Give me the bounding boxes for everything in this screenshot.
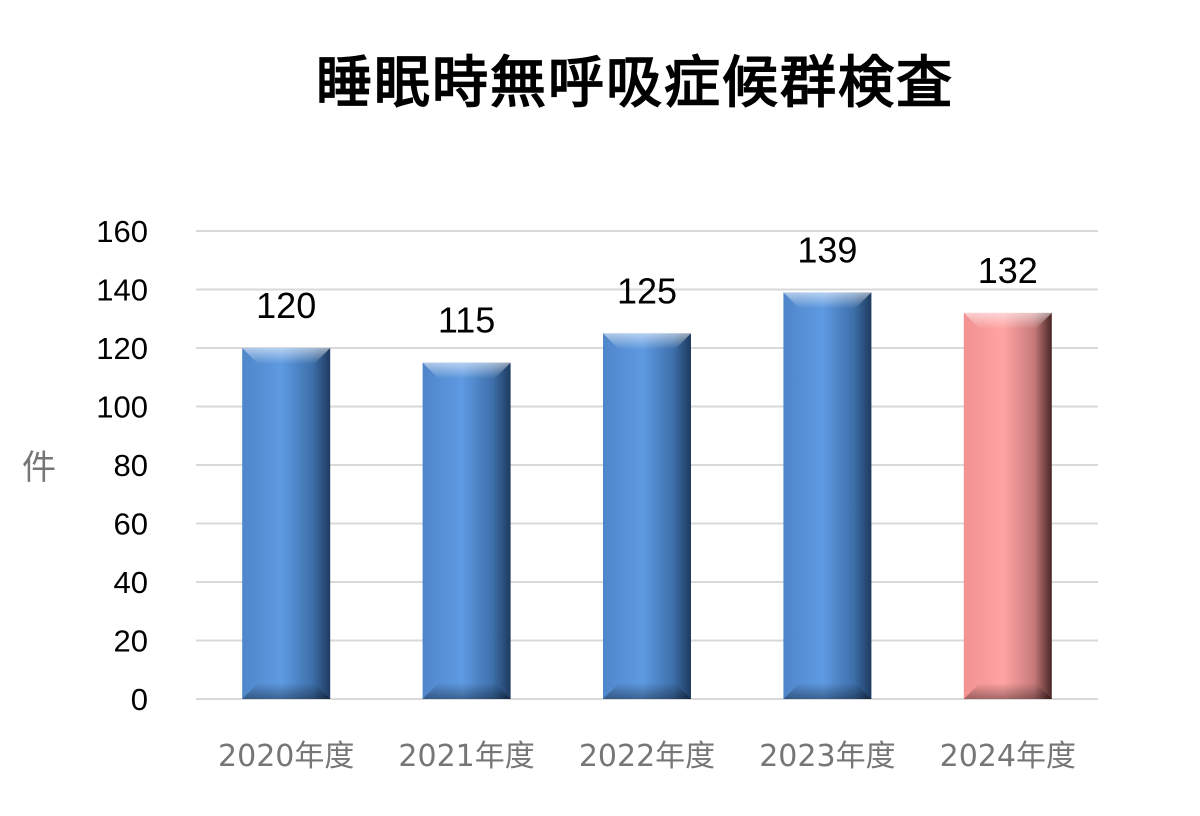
y-tick-label: 40 (114, 565, 148, 600)
bar-body (422, 362, 511, 699)
data-label: 132 (978, 250, 1038, 291)
chart-title: 睡眠時無呼吸症候群検査 (316, 51, 954, 116)
x-axis-categories: 2020年度 2021年度 2022年度 2023年度 2024年度 (218, 739, 1076, 774)
bar-bevel-bottom (963, 683, 1052, 699)
bar-body (783, 292, 872, 699)
y-tick-label: 80 (114, 448, 148, 483)
y-tick-label: 120 (96, 331, 148, 366)
bar-bevel-bottom (422, 683, 511, 699)
bar-body (603, 333, 691, 699)
bar-bevel-top (603, 333, 691, 350)
bar-bevel-top (963, 312, 1052, 329)
bar (242, 348, 331, 699)
data-label: 115 (438, 300, 495, 341)
bar-body (963, 312, 1052, 699)
bar (963, 312, 1052, 699)
bars (242, 292, 1052, 699)
data-label: 125 (617, 270, 677, 311)
y-axis-ticks: 0 20 40 60 80 100 120 140 160 (96, 214, 148, 717)
data-labels: 120 115 125 139 132 (256, 229, 1038, 340)
x-category-label: 2022年度 (579, 739, 715, 774)
bar (603, 333, 691, 699)
bar-bevel-bottom (242, 683, 331, 699)
x-category-label: 2021年度 (398, 739, 534, 774)
data-label: 120 (256, 285, 316, 326)
bar-bevel-top (783, 292, 872, 309)
y-tick-label: 160 (96, 214, 148, 249)
x-category-label: 2023年度 (759, 739, 895, 774)
x-category-label: 2024年度 (940, 739, 1076, 774)
y-axis-title: 件 (22, 448, 56, 488)
y-tick-label: 0 (131, 682, 148, 717)
bar-bevel-top (242, 348, 331, 364)
bar (422, 362, 511, 699)
bar-body (242, 348, 331, 699)
bar-bevel-bottom (783, 683, 872, 699)
y-tick-label: 20 (114, 624, 148, 659)
x-category-label: 2020年度 (218, 739, 354, 774)
bar-bevel-bottom (603, 683, 691, 699)
y-tick-label: 60 (114, 507, 148, 542)
bar-bevel-top (422, 362, 511, 379)
data-label: 139 (797, 229, 857, 270)
y-tick-label: 140 (96, 273, 148, 308)
bar (783, 292, 872, 699)
y-tick-label: 100 (96, 390, 148, 425)
